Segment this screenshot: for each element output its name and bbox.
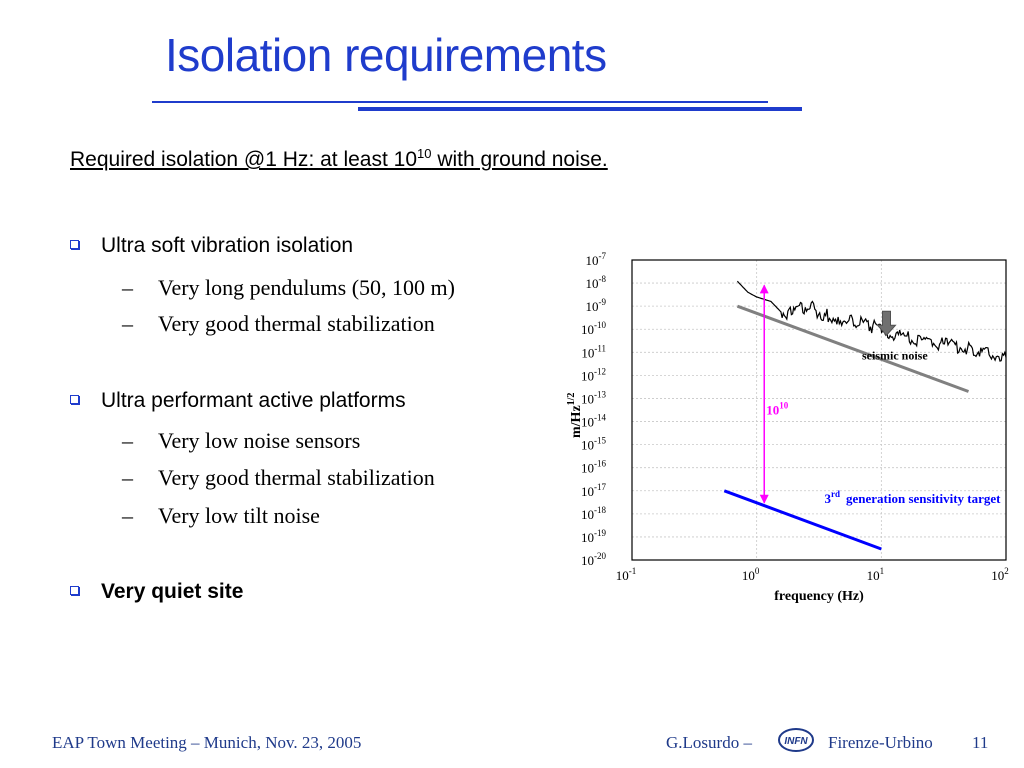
seismic-noise-line <box>736 304 970 393</box>
bullet-text: Very quiet site <box>101 580 244 603</box>
square-bullet-icon <box>70 586 79 595</box>
infn-logo-text: INFN <box>784 736 808 747</box>
ground-noise-line <box>736 280 1007 362</box>
x-axis-label: frequency (Hz) <box>774 589 864 604</box>
title-underline-thick <box>358 107 802 111</box>
down-arrow-icon <box>876 310 897 337</box>
required-isolation-line: Required isolation @1 Hz: at least 1010 … <box>70 146 608 172</box>
target-ordinal-suffix: rd <box>831 489 840 499</box>
sub-bullet-text: Very low noise sensors <box>158 428 361 453</box>
y-tick-label: 10-11 <box>581 343 606 360</box>
y-tick-label: 10-16 <box>581 459 606 476</box>
sub-bullet-item: – Very good thermal stabilization <box>122 465 435 491</box>
y-tick-label: 10-13 <box>581 389 606 406</box>
y-tick-label: 10-12 <box>581 366 606 383</box>
sub-bullet-item: – Very long pendulums (50, 100 m) <box>122 275 455 301</box>
required-isolation-exponent: 10 <box>417 146 432 161</box>
y-tick-label: 10-18 <box>581 505 606 522</box>
x-tick-label: 10-1 <box>616 566 637 583</box>
sub-bullet-item: – Very good thermal stabilization <box>122 311 435 337</box>
plot-frame <box>631 259 1007 561</box>
bullet-item: Ultra performant active platforms <box>70 389 406 413</box>
sub-bullet-item: – Very low noise sensors <box>122 428 360 454</box>
y-tick-label: 10-14 <box>581 413 606 430</box>
isolation-chart: 10-710-810-910-1010-1110-1210-1310-1410-… <box>566 251 1009 604</box>
footer-author: G.Losurdo – <box>666 733 752 752</box>
bullet-item: Very quiet site <box>70 580 243 604</box>
dash-icon: – <box>122 465 133 490</box>
sub-bullet-item: – Very low tilt noise <box>122 503 320 529</box>
required-isolation-suffix: with ground noise. <box>431 148 608 171</box>
y-tick-label: 10-9 <box>586 297 607 314</box>
x-tick-label: 102 <box>991 566 1009 583</box>
target-ordinal: 3 <box>824 491 831 506</box>
seismic-noise-label: seismic noise <box>862 348 928 362</box>
dash-icon: – <box>122 503 133 528</box>
bullet-item: Ultra soft vibration isolation <box>70 234 353 258</box>
y-tick-label: 10-19 <box>581 528 606 545</box>
title-underline-thin <box>152 101 768 103</box>
dash-icon: – <box>122 275 133 300</box>
x-tick-labels: 10-1 100 101 102 <box>616 566 1009 583</box>
required-isolation-text: : at least 10 <box>308 148 418 171</box>
sub-bullet-text: Very good thermal stabilization <box>158 311 435 336</box>
ratio-exponent: 10 <box>779 401 789 411</box>
y-tick-label: 10-20 <box>581 551 606 568</box>
square-bullet-icon <box>70 240 79 249</box>
ratio-base: 10 <box>766 403 779 418</box>
footer-event: EAP Town Meeting – Munich, Nov. 23, 2005 <box>52 733 362 752</box>
y-tick-labels: 10-7 10-8 10-9 10-10 10-11 10-12 10-13 10-14 10-… <box>581 251 606 568</box>
footer-affiliation: Firenze-Urbino <box>828 733 933 752</box>
bullet-text: Ultra performant active platforms <box>101 389 406 412</box>
sub-bullet-text: Very long pendulums (50, 100 m) <box>158 275 455 300</box>
bullet-text: Ultra soft vibration isolation <box>101 234 354 257</box>
slide-title: Isolation requirements <box>165 29 607 81</box>
sub-bullet-text: Very low tilt noise <box>158 503 320 528</box>
infn-logo: INFN <box>778 728 814 752</box>
dash-icon: – <box>122 428 133 453</box>
y-tick-label: 10-8 <box>586 274 607 291</box>
chart-grid <box>631 259 1007 561</box>
sensitivity-target-line <box>723 489 882 551</box>
chart-series <box>723 280 1007 551</box>
dash-icon: – <box>122 311 133 336</box>
y-tick-label: 10-17 <box>581 482 606 499</box>
y-tick-label: 10-7 <box>586 251 607 268</box>
y-tick-label: 10-10 <box>581 320 606 337</box>
sub-bullet-text: Very good thermal stabilization <box>158 465 435 490</box>
required-isolation-label: Required isolation @1 Hz <box>70 148 309 171</box>
square-bullet-icon <box>70 395 79 404</box>
x-tick-label: 101 <box>867 566 885 583</box>
x-tick-label: 100 <box>742 566 760 583</box>
isolation-ratio-label: 1010 <box>766 401 789 418</box>
y-tick-label: 10-15 <box>581 436 606 453</box>
target-text: generation sensitivity target <box>846 491 1001 506</box>
page-number: 11 <box>972 733 989 752</box>
sensitivity-target-label: 3rd generation sensitivity target <box>824 489 1001 506</box>
